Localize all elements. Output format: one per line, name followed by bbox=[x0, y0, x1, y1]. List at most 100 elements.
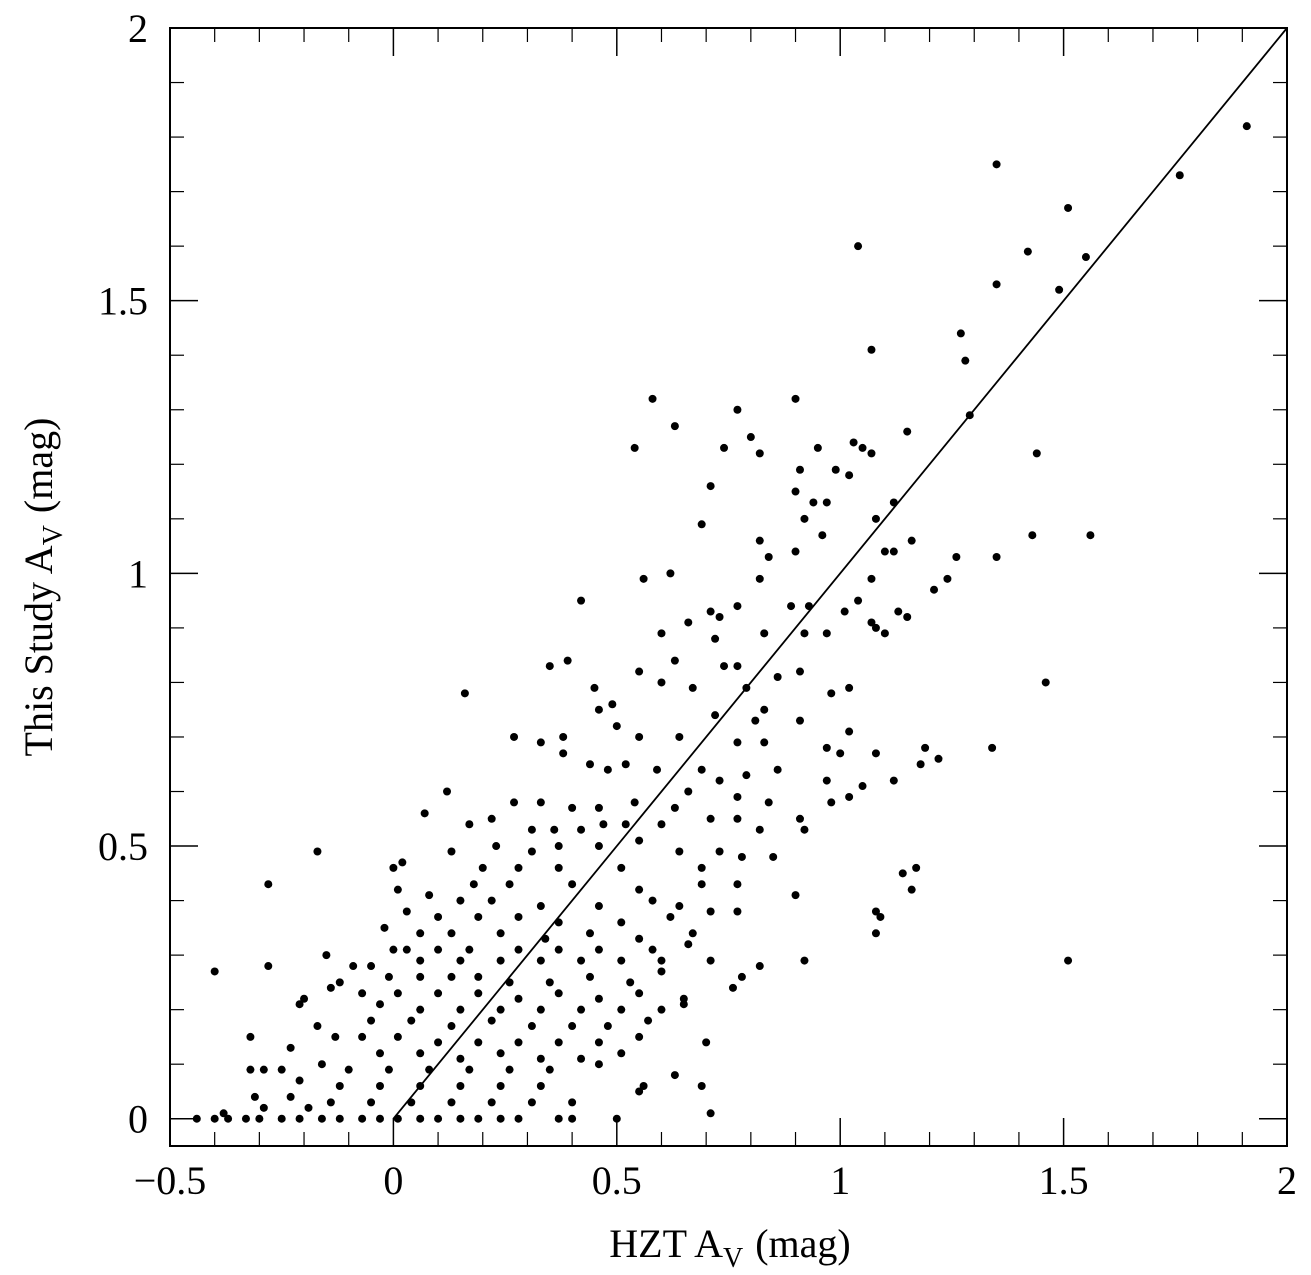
point bbox=[666, 569, 675, 578]
point bbox=[210, 967, 219, 976]
point bbox=[791, 487, 800, 496]
point bbox=[903, 612, 912, 621]
point bbox=[474, 912, 483, 921]
point bbox=[795, 716, 804, 725]
point bbox=[1023, 247, 1032, 256]
point bbox=[603, 1022, 612, 1031]
x-tick-label: 1 bbox=[830, 1158, 850, 1203]
point bbox=[800, 514, 809, 523]
point bbox=[554, 863, 563, 872]
point bbox=[380, 923, 389, 932]
point bbox=[746, 433, 755, 442]
point bbox=[554, 1038, 563, 1047]
point bbox=[921, 743, 930, 752]
point bbox=[434, 912, 443, 921]
point bbox=[250, 1092, 259, 1101]
point bbox=[728, 983, 737, 992]
point bbox=[487, 1016, 496, 1025]
point bbox=[791, 891, 800, 900]
point bbox=[545, 662, 554, 671]
point bbox=[527, 1022, 536, 1031]
point bbox=[460, 689, 469, 698]
y-label-text: This Study A bbox=[16, 545, 61, 756]
point bbox=[827, 689, 836, 698]
point bbox=[514, 912, 523, 921]
point bbox=[585, 929, 594, 938]
point bbox=[277, 1114, 286, 1123]
point bbox=[398, 858, 407, 867]
point bbox=[514, 1114, 523, 1123]
point bbox=[335, 1114, 344, 1123]
point bbox=[568, 880, 577, 889]
point bbox=[568, 1022, 577, 1031]
point bbox=[706, 607, 715, 616]
point bbox=[456, 1114, 465, 1123]
point bbox=[612, 722, 621, 731]
point bbox=[402, 945, 411, 954]
point bbox=[594, 945, 603, 954]
point bbox=[684, 940, 693, 949]
point bbox=[635, 989, 644, 998]
point bbox=[1028, 531, 1037, 540]
point bbox=[416, 972, 425, 981]
point bbox=[384, 1065, 393, 1074]
point bbox=[434, 989, 443, 998]
point bbox=[295, 1076, 304, 1085]
point bbox=[871, 514, 880, 523]
point bbox=[831, 465, 840, 474]
point bbox=[711, 634, 720, 643]
point bbox=[496, 1082, 505, 1091]
point bbox=[219, 1109, 228, 1118]
point bbox=[259, 1065, 268, 1074]
point bbox=[344, 1065, 353, 1074]
point bbox=[594, 902, 603, 911]
point bbox=[773, 765, 782, 774]
point bbox=[670, 422, 679, 431]
y-tick-label: 1 bbox=[128, 551, 148, 596]
x-tick-label: −0.5 bbox=[134, 1158, 207, 1203]
point bbox=[889, 776, 898, 785]
point bbox=[854, 596, 863, 605]
point bbox=[425, 891, 434, 900]
point bbox=[818, 531, 827, 540]
point bbox=[1081, 253, 1090, 262]
point bbox=[447, 1022, 456, 1031]
point bbox=[496, 1005, 505, 1014]
point bbox=[568, 1114, 577, 1123]
point bbox=[594, 803, 603, 812]
point bbox=[554, 945, 563, 954]
point bbox=[255, 1114, 264, 1123]
point bbox=[867, 345, 876, 354]
point bbox=[697, 765, 706, 774]
point bbox=[416, 1114, 425, 1123]
point bbox=[670, 656, 679, 665]
point bbox=[880, 547, 889, 556]
point bbox=[492, 842, 501, 851]
point bbox=[469, 880, 478, 889]
point bbox=[554, 989, 563, 998]
point bbox=[367, 962, 376, 971]
point bbox=[554, 1114, 563, 1123]
point bbox=[706, 482, 715, 491]
point bbox=[317, 1114, 326, 1123]
point bbox=[1086, 531, 1095, 540]
point bbox=[1055, 285, 1064, 294]
point bbox=[760, 629, 769, 638]
point bbox=[617, 918, 626, 927]
point bbox=[1064, 956, 1073, 965]
point bbox=[550, 825, 559, 834]
point bbox=[795, 814, 804, 823]
plot-frame bbox=[169, 27, 1288, 1147]
point bbox=[715, 847, 724, 856]
point bbox=[1175, 171, 1184, 180]
point bbox=[456, 956, 465, 965]
point bbox=[447, 929, 456, 938]
point bbox=[733, 602, 742, 611]
point bbox=[644, 1016, 653, 1025]
point bbox=[845, 683, 854, 692]
point bbox=[349, 962, 358, 971]
point bbox=[630, 798, 639, 807]
point bbox=[585, 760, 594, 769]
point bbox=[795, 465, 804, 474]
point bbox=[711, 711, 720, 720]
